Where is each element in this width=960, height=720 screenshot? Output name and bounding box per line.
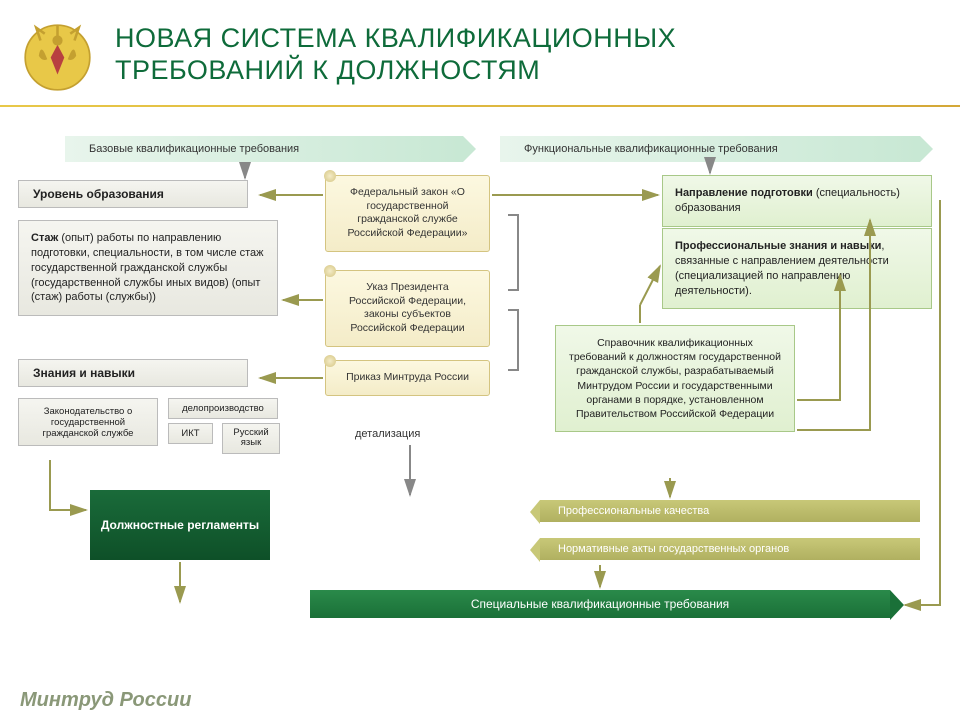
box-reglaments: Должностные регламенты [90,490,270,560]
tab-basic-req: Базовые квалификационные требования [65,136,463,162]
bar-special-req: Специальные квалификационные требования [310,590,890,618]
tab-functional-req: Функциональные квалификационные требован… [500,136,920,162]
label-skills: Знания и навыки [18,359,248,387]
scroll-ukaz: Указ Президента Российской Федерации, за… [325,270,490,347]
label-detail: детализация [355,428,420,440]
label-education: Уровень образования [18,180,248,208]
box-office: делопроизводство [168,398,278,419]
emblem-icon [15,15,100,100]
box-legislation: Законодательство о государственной гражд… [18,398,158,446]
bar-qualities: Профессиональные качества [540,500,920,522]
scroll-fz: Федеральный закон «О государственной гра… [325,175,490,252]
bar-acts: Нормативные акты государственных органов [540,538,920,560]
scroll-prikaz: Приказ Минтруда России [325,360,490,396]
box-handbook: Справочник квалификационных требований к… [555,325,795,432]
box-ikt: ИКТ [168,423,213,444]
title-underline [0,105,960,107]
page-title: НОВАЯ СИСТЕМА КВАЛИФИКАЦИОННЫХ ТРЕБОВАНИ… [115,22,676,87]
box-prof-skills: Профессиональные знания и навыки, связан… [662,228,932,309]
box-russian: Русский язык [222,423,280,454]
box-direction: Направление подготовки (специальность) о… [662,175,932,227]
footer-logo: Минтруд России [20,689,191,712]
box-experience: Стаж (опыт) работы по направлению подгот… [18,220,278,316]
